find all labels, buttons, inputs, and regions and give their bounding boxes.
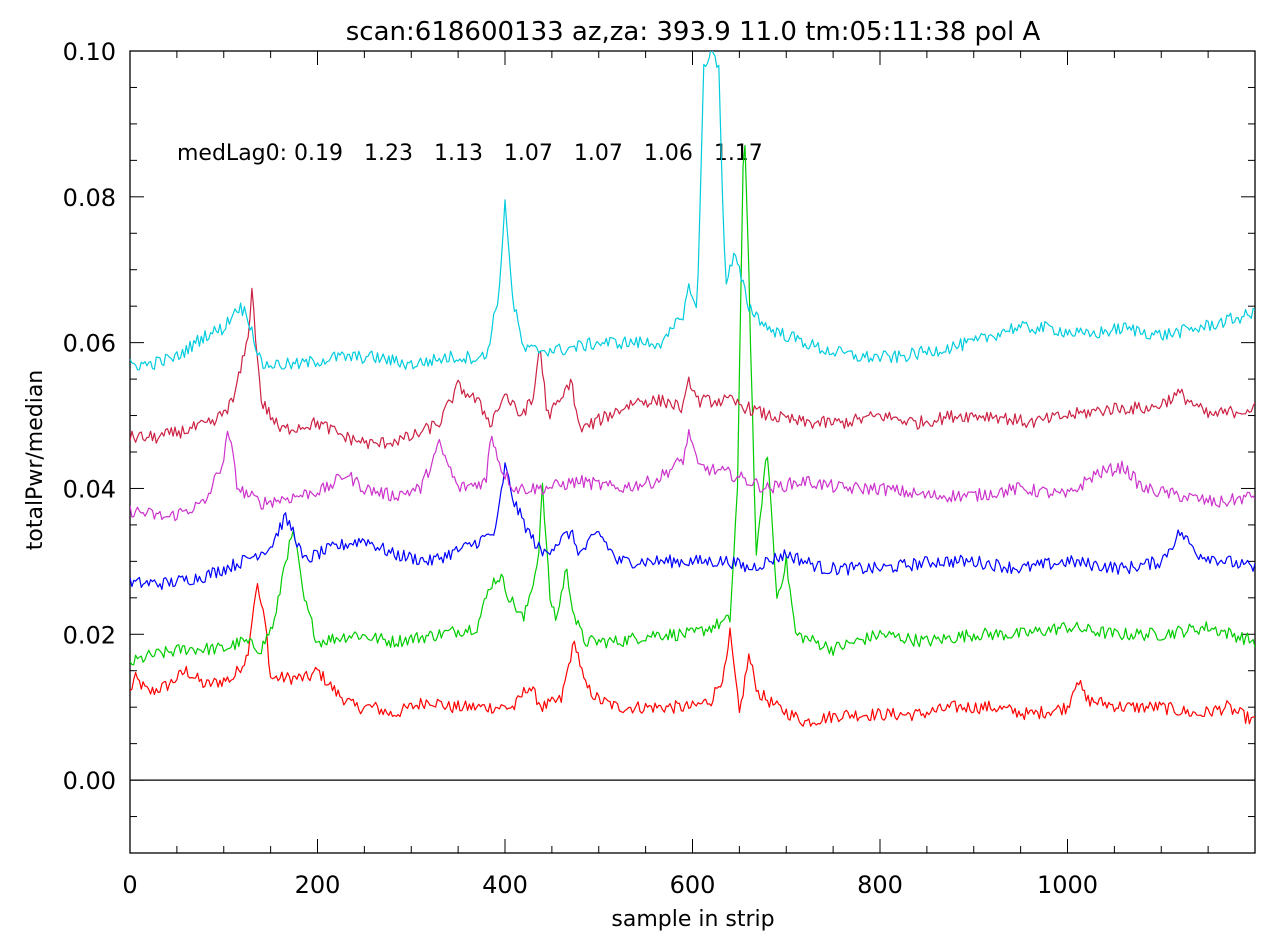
y-tick-label: 0.00 [63, 767, 116, 795]
medlag-annotation: medLag0: 0.19 1.23 1.13 1.07 1.07 1.06 1… [177, 141, 763, 166]
x-tick-label: 400 [482, 871, 528, 899]
chart-title: scan:618600133 az,za: 393.9 11.0 tm:05:1… [346, 17, 1041, 47]
x-axis-label: sample in strip [611, 907, 774, 932]
series-layer [130, 51, 1255, 727]
plot-frame [129, 50, 1256, 854]
x-tick-label: 600 [670, 871, 716, 899]
x-tick-labels: 0 200 400 600 800 1000 [122, 871, 1098, 899]
y-tick-label: 0.02 [63, 621, 116, 649]
series-line-4 [130, 429, 1255, 522]
x-tick-label: 0 [122, 871, 137, 899]
y-axis-label: totalPwr/median [23, 370, 48, 551]
x-tick-label: 1000 [1037, 871, 1098, 899]
y-tick-label: 0.08 [63, 184, 116, 212]
y-tick-labels: 0.00 0.02 0.04 0.06 0.08 0.10 [63, 38, 116, 795]
y-tick-label: 0.04 [63, 475, 116, 503]
series-line-5 [130, 287, 1255, 450]
x-tick-label: 200 [295, 871, 341, 899]
series-line-3 [130, 462, 1255, 590]
series-line-2 [130, 144, 1255, 666]
axis-ticks [129, 50, 1256, 854]
series-line-1 [130, 583, 1255, 727]
y-tick-label: 0.10 [63, 38, 116, 66]
y-tick-label: 0.06 [63, 330, 116, 358]
series-line-6 [130, 51, 1255, 371]
x-tick-label: 800 [857, 871, 903, 899]
